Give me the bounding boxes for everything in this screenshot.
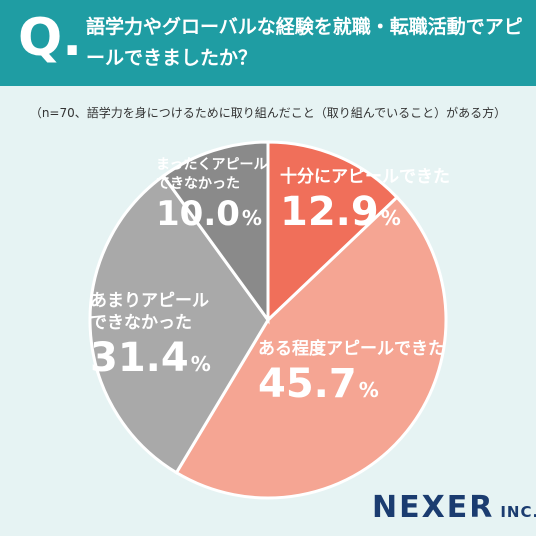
slice-not-much bbox=[88, 173, 270, 475]
label-not-at-all-value: 10.0% bbox=[156, 194, 262, 234]
label-not-much-name-1: あまりアピール bbox=[90, 291, 209, 311]
slice-not-at-all bbox=[161, 140, 270, 325]
sample-note: （n=70、語学力を身につけるために取り組んだこと（取り組んでいること）がある方… bbox=[29, 106, 507, 120]
question-header: Q. 語学力やグローバルな経験を就職・転職活動でアピールできましたか？ bbox=[0, 0, 536, 86]
label-not-much: あまりアピール できなかった 31.4% bbox=[90, 290, 211, 388]
label-somewhat-value: 45.7% bbox=[258, 361, 379, 407]
label-sufficient-name: 十分にアピールできた bbox=[280, 167, 450, 187]
label-not-at-all: まったくアピール できなかった 10.0% bbox=[156, 156, 267, 238]
label-sufficient-value: 12.9% bbox=[280, 189, 401, 235]
slice-somewhat bbox=[174, 195, 448, 500]
label-not-at-all-name-2: できなかった bbox=[156, 176, 240, 192]
label-not-much-value: 31.4% bbox=[90, 335, 211, 381]
label-somewhat: ある程度アピールできた 45.7% bbox=[258, 338, 445, 414]
label-somewhat-name: ある程度アピールできた bbox=[258, 339, 445, 359]
label-sufficient: 十分にアピールできた 12.9% bbox=[280, 166, 450, 242]
label-not-at-all-name-1: まったくアピール bbox=[156, 157, 268, 173]
slice-sufficient bbox=[266, 140, 400, 324]
question-title: 語学力やグローバルな経験を就職・転職活動でアピールできましたか？ bbox=[86, 16, 523, 69]
label-not-much-name-2: できなかった bbox=[90, 313, 192, 333]
nexer-logo: NEXER INC. bbox=[372, 490, 536, 525]
q-mark: Q. bbox=[18, 8, 82, 68]
